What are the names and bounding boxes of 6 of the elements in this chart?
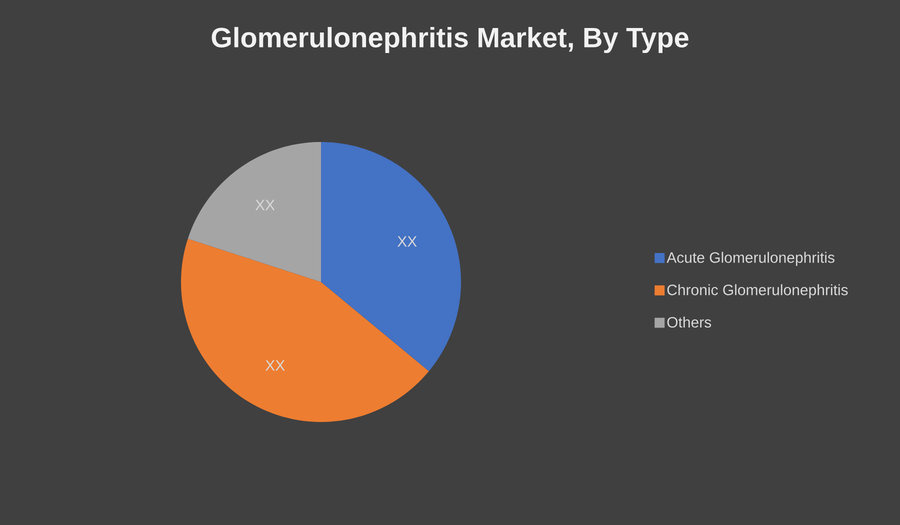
data-label: XX <box>397 236 417 247</box>
legend-label: Chronic Glomerulonephritis <box>667 284 848 298</box>
chart-title: Glomerulonephritis Market, By Type <box>212 26 688 54</box>
data-label: XX <box>265 360 285 371</box>
legend-label: Acute Glomerulonephritis <box>666 252 834 266</box>
legend-label: Others <box>667 316 712 328</box>
